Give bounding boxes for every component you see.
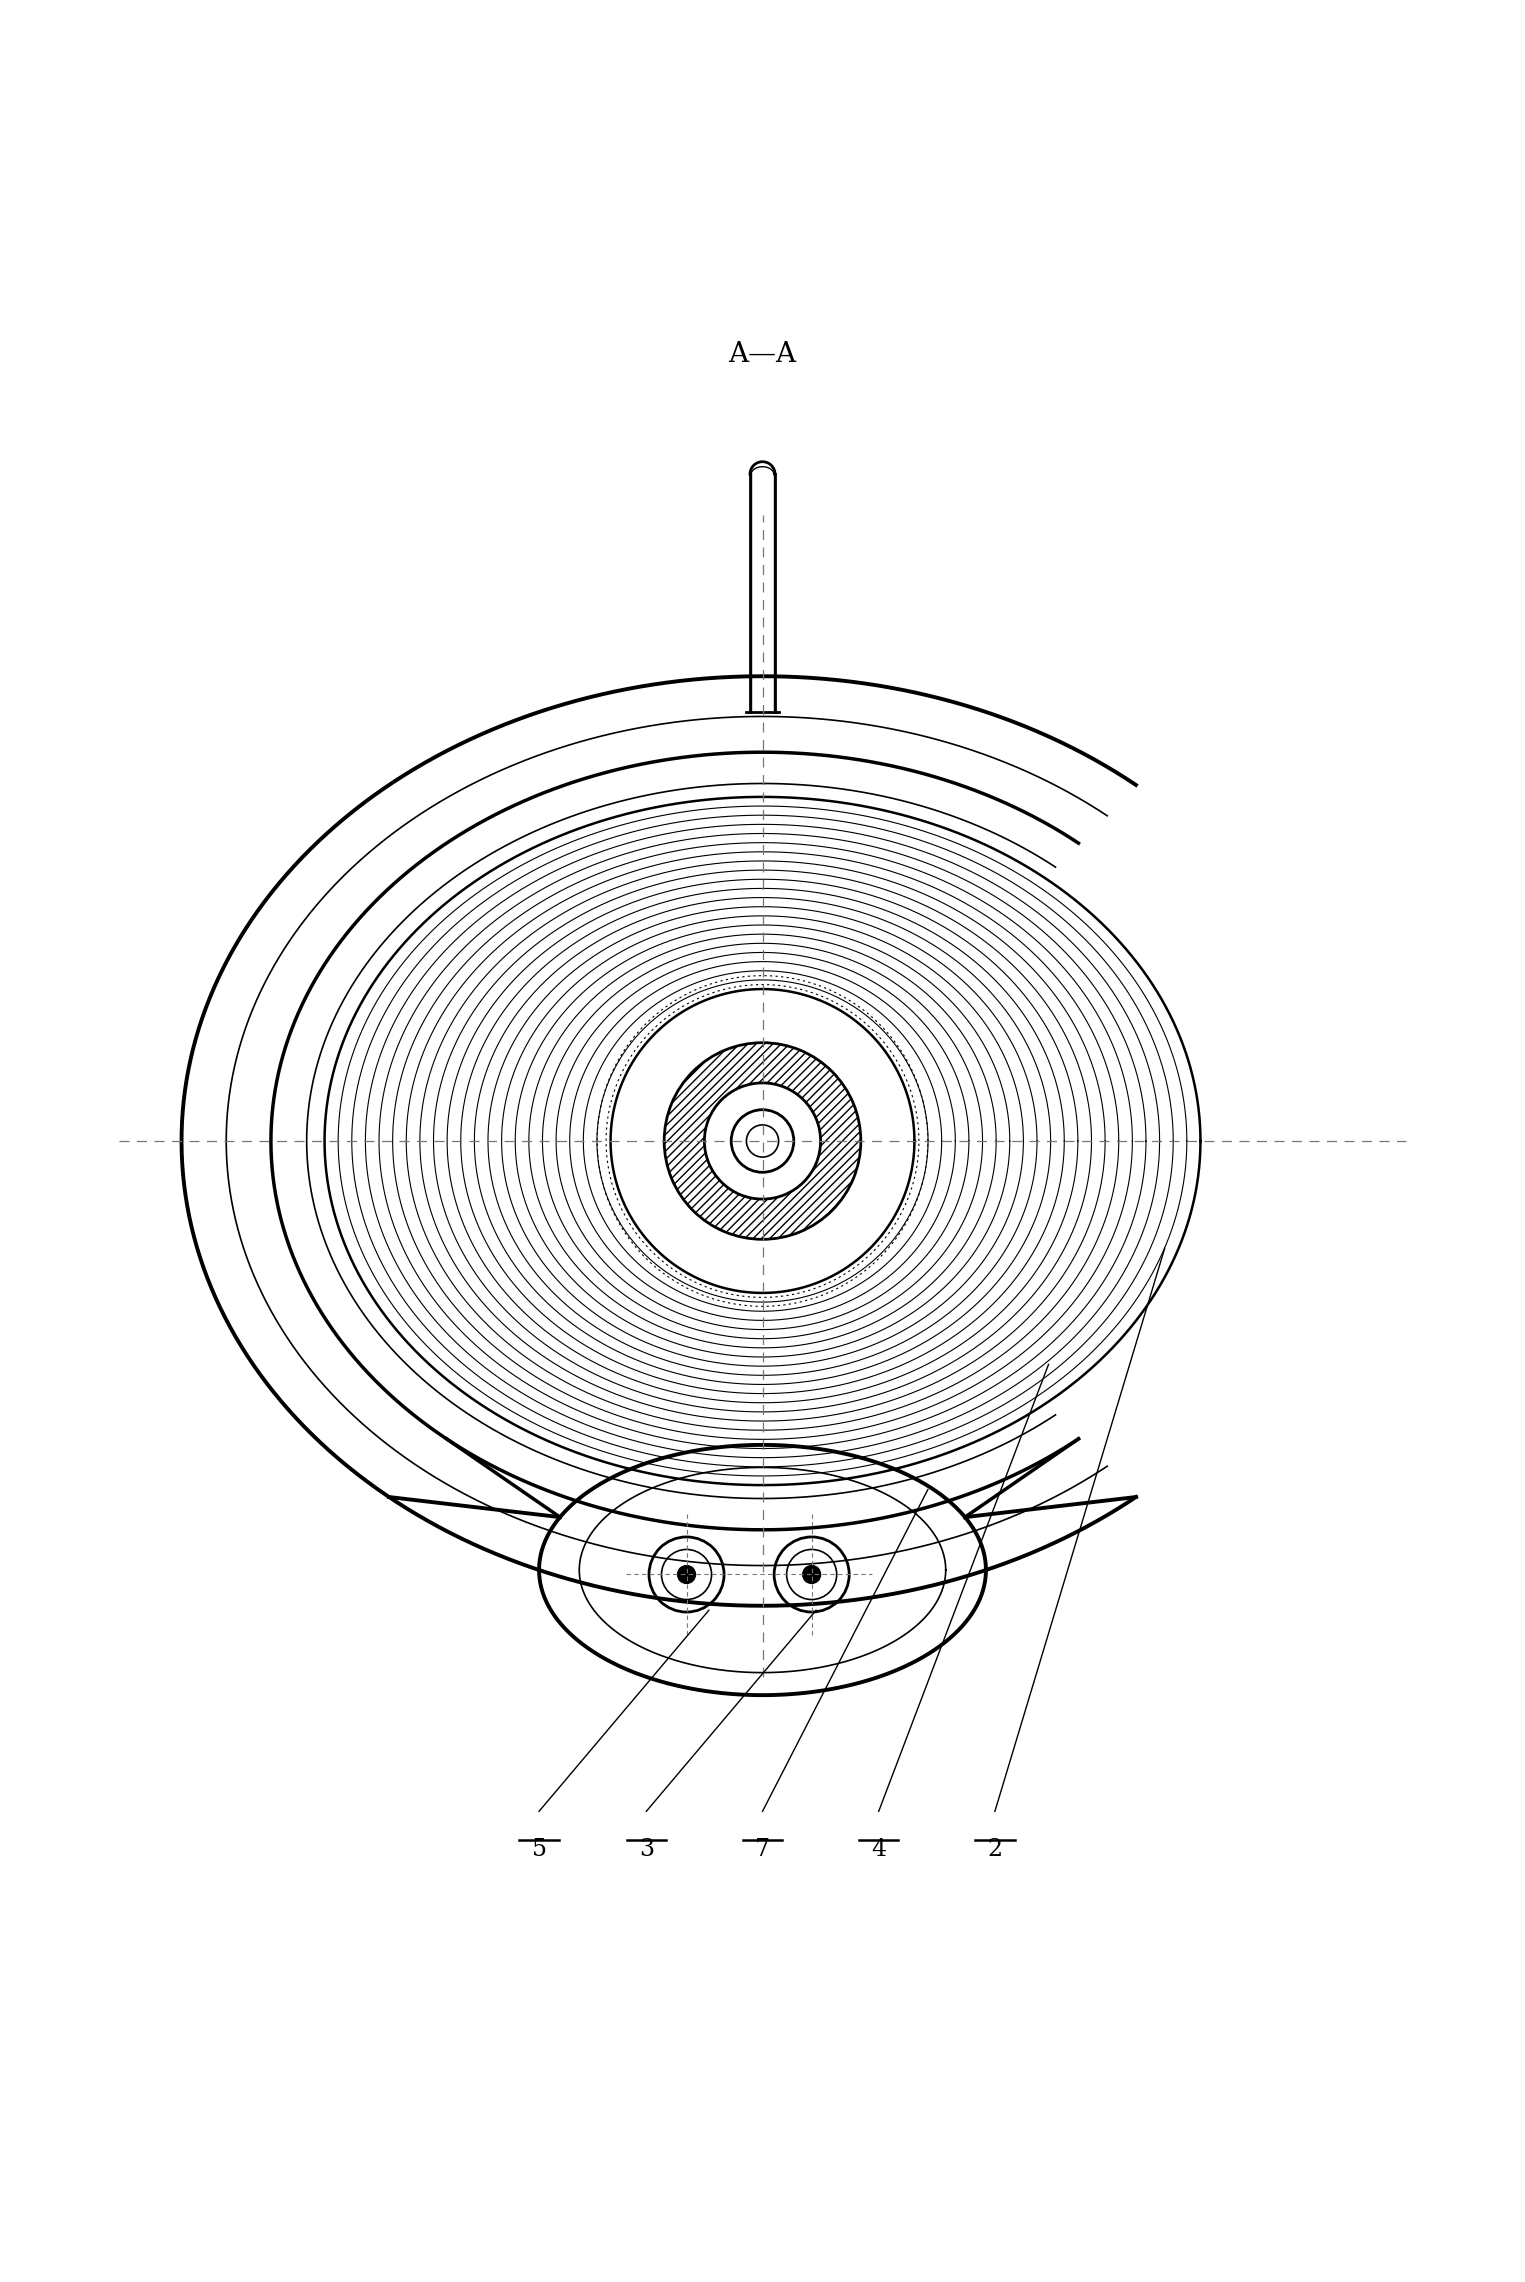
- Circle shape: [677, 1565, 695, 1584]
- Text: A—A: A—A: [729, 340, 796, 367]
- Text: 2: 2: [987, 1839, 1002, 1862]
- Circle shape: [775, 1538, 849, 1611]
- Text: 3: 3: [639, 1839, 654, 1862]
- Text: 4: 4: [871, 1839, 886, 1862]
- Text: 7: 7: [755, 1839, 770, 1862]
- Text: 5: 5: [532, 1839, 546, 1862]
- Circle shape: [802, 1565, 820, 1584]
- Circle shape: [650, 1538, 724, 1611]
- Circle shape: [730, 1109, 795, 1173]
